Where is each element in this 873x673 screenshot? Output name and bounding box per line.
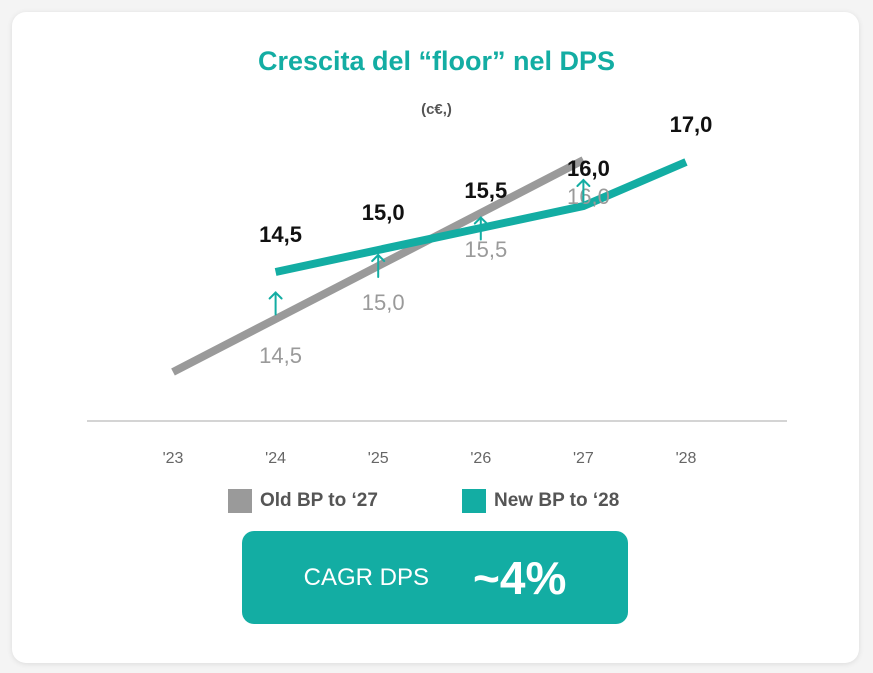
- uplift-arrow-icon: [576, 178, 591, 203]
- x-tick-label: '25: [368, 450, 389, 467]
- x-tick-label: '24: [265, 450, 286, 467]
- legend-item-new: New BP to ‘28: [462, 489, 619, 513]
- legend-label-old: Old BP to ‘27: [260, 490, 378, 511]
- chart-unit-label: (c€,): [421, 101, 452, 118]
- old-bp-data-label: 14,5: [259, 343, 302, 368]
- legend-swatch-new: [462, 489, 486, 513]
- old-bp-data-label: 16,0: [567, 184, 610, 209]
- cagr-label: CAGR DPS: [303, 563, 429, 591]
- uplift-arrow-icon: [473, 216, 488, 241]
- uplift-arrow-icon: [371, 253, 386, 278]
- chart-title: Crescita del “floor” nel DPS: [257, 46, 616, 76]
- new-bp-data-label: 15,0: [362, 200, 405, 225]
- x-tick-label: '23: [163, 450, 184, 467]
- legend-swatch-old: [228, 489, 252, 513]
- new-bp-data-label: 14,5: [259, 222, 302, 247]
- cagr-value: ~4%: [473, 551, 567, 604]
- x-tick-label: '27: [573, 450, 594, 467]
- x-tick-label: '26: [470, 450, 491, 467]
- old-bp-data-label: 15,5: [464, 237, 507, 262]
- x-tick-label: '28: [676, 450, 697, 467]
- cagr-callout: CAGR DPS ~4%: [242, 531, 628, 624]
- legend-item-old: Old BP to ‘27: [228, 489, 378, 513]
- new-bp-data-label: 15,5: [464, 178, 507, 203]
- new-bp-data-label: 16,0: [567, 156, 610, 181]
- new-bp-data-label: 17,0: [670, 112, 713, 137]
- legend-label-new: New BP to ‘28: [494, 490, 620, 511]
- old-bp-data-label: 15,0: [362, 290, 405, 315]
- uplift-arrow-icon: [268, 291, 283, 316]
